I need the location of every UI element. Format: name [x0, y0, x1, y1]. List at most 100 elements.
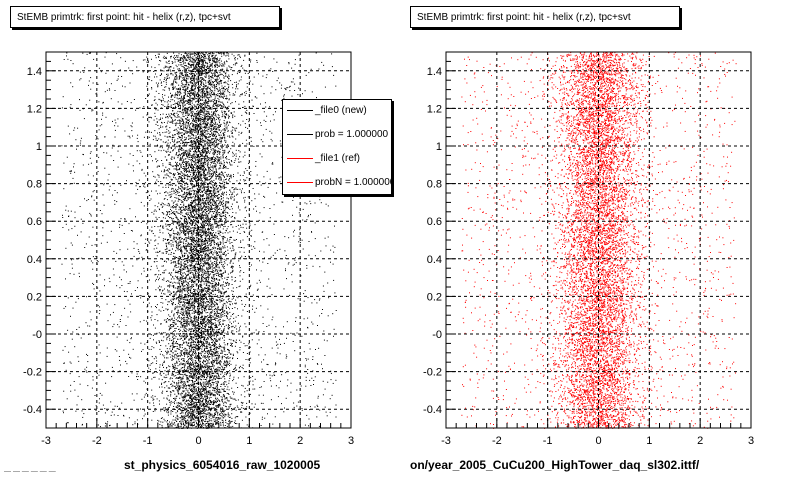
data-point [190, 164, 192, 166]
data-point [203, 68, 205, 70]
data-point [212, 270, 214, 272]
data-point [166, 101, 168, 103]
data-point [169, 378, 171, 380]
data-point [200, 174, 202, 176]
data-point [209, 179, 211, 181]
data-point [83, 154, 84, 156]
data-point [163, 176, 165, 178]
data-point [200, 353, 202, 355]
data-point [209, 71, 211, 73]
data-point [188, 394, 190, 396]
data-point [193, 376, 195, 378]
data-point [210, 194, 212, 196]
data-point [192, 351, 194, 353]
data-point [174, 241, 176, 243]
data-point [224, 398, 226, 400]
data-point [257, 288, 259, 290]
data-point [210, 81, 211, 83]
data-point [314, 376, 316, 378]
data-point [166, 131, 168, 133]
data-point [163, 177, 165, 179]
data-point [192, 196, 194, 198]
data-point [240, 94, 242, 96]
data-point [193, 93, 195, 95]
data-point [182, 311, 184, 313]
data-point [203, 410, 205, 412]
data-point [188, 113, 190, 115]
data-point [141, 256, 143, 258]
data-point [281, 374, 283, 376]
data-point [78, 334, 80, 336]
data-point [210, 63, 212, 65]
data-point [166, 73, 167, 75]
data-point [188, 210, 190, 212]
data-point [194, 53, 196, 54]
data-point [236, 84, 238, 86]
data-point [209, 61, 211, 63]
data-point [169, 204, 171, 206]
data-point [228, 105, 230, 107]
data-point [191, 230, 193, 231]
data-point [168, 243, 170, 245]
data-point [209, 178, 211, 180]
data-point [189, 214, 191, 216]
data-point [153, 339, 154, 341]
data-point [188, 58, 190, 60]
data-point [174, 330, 176, 332]
data-point [308, 418, 310, 420]
data-point [171, 261, 173, 263]
data-point [182, 278, 183, 280]
data-point [206, 289, 208, 291]
data-point [96, 111, 98, 113]
data-point [215, 344, 217, 345]
data-point [151, 58, 152, 60]
data-point [161, 104, 163, 105]
data-point [157, 174, 159, 176]
data-point [166, 199, 168, 201]
data-point [219, 262, 221, 264]
data-point [192, 110, 194, 112]
data-point [226, 246, 228, 248]
data-point [293, 402, 295, 404]
data-point [202, 265, 204, 267]
data-point [205, 364, 207, 366]
data-point [98, 306, 100, 308]
data-point [169, 66, 171, 68]
data-point [254, 241, 256, 243]
data-point [207, 289, 209, 290]
data-point [200, 98, 202, 100]
data-point [186, 228, 188, 230]
data-point [124, 218, 126, 220]
data-point [325, 411, 327, 413]
data-point [190, 265, 192, 267]
data-point [146, 306, 148, 308]
data-point [163, 265, 164, 267]
data-point [187, 319, 188, 321]
data-point [184, 319, 186, 321]
data-point [190, 413, 192, 415]
data-point [213, 102, 215, 104]
data-point [158, 56, 160, 58]
data-point [206, 62, 208, 64]
data-point [90, 162, 92, 164]
data-point [171, 317, 173, 319]
data-point [194, 199, 196, 201]
data-point [212, 227, 214, 229]
data-point [181, 282, 183, 284]
data-point [189, 361, 191, 363]
data-point [269, 217, 271, 219]
data-point [200, 53, 202, 55]
data-point [155, 102, 157, 104]
data-point [176, 82, 178, 84]
data-point [103, 184, 105, 186]
data-point [116, 192, 118, 194]
data-point [190, 203, 192, 205]
data-point [199, 257, 200, 258]
data-point [166, 339, 168, 341]
data-point [212, 200, 214, 202]
data-point [284, 250, 286, 252]
data-point [86, 353, 87, 355]
data-point [180, 403, 182, 405]
data-point [185, 79, 187, 81]
data-point [209, 379, 210, 381]
